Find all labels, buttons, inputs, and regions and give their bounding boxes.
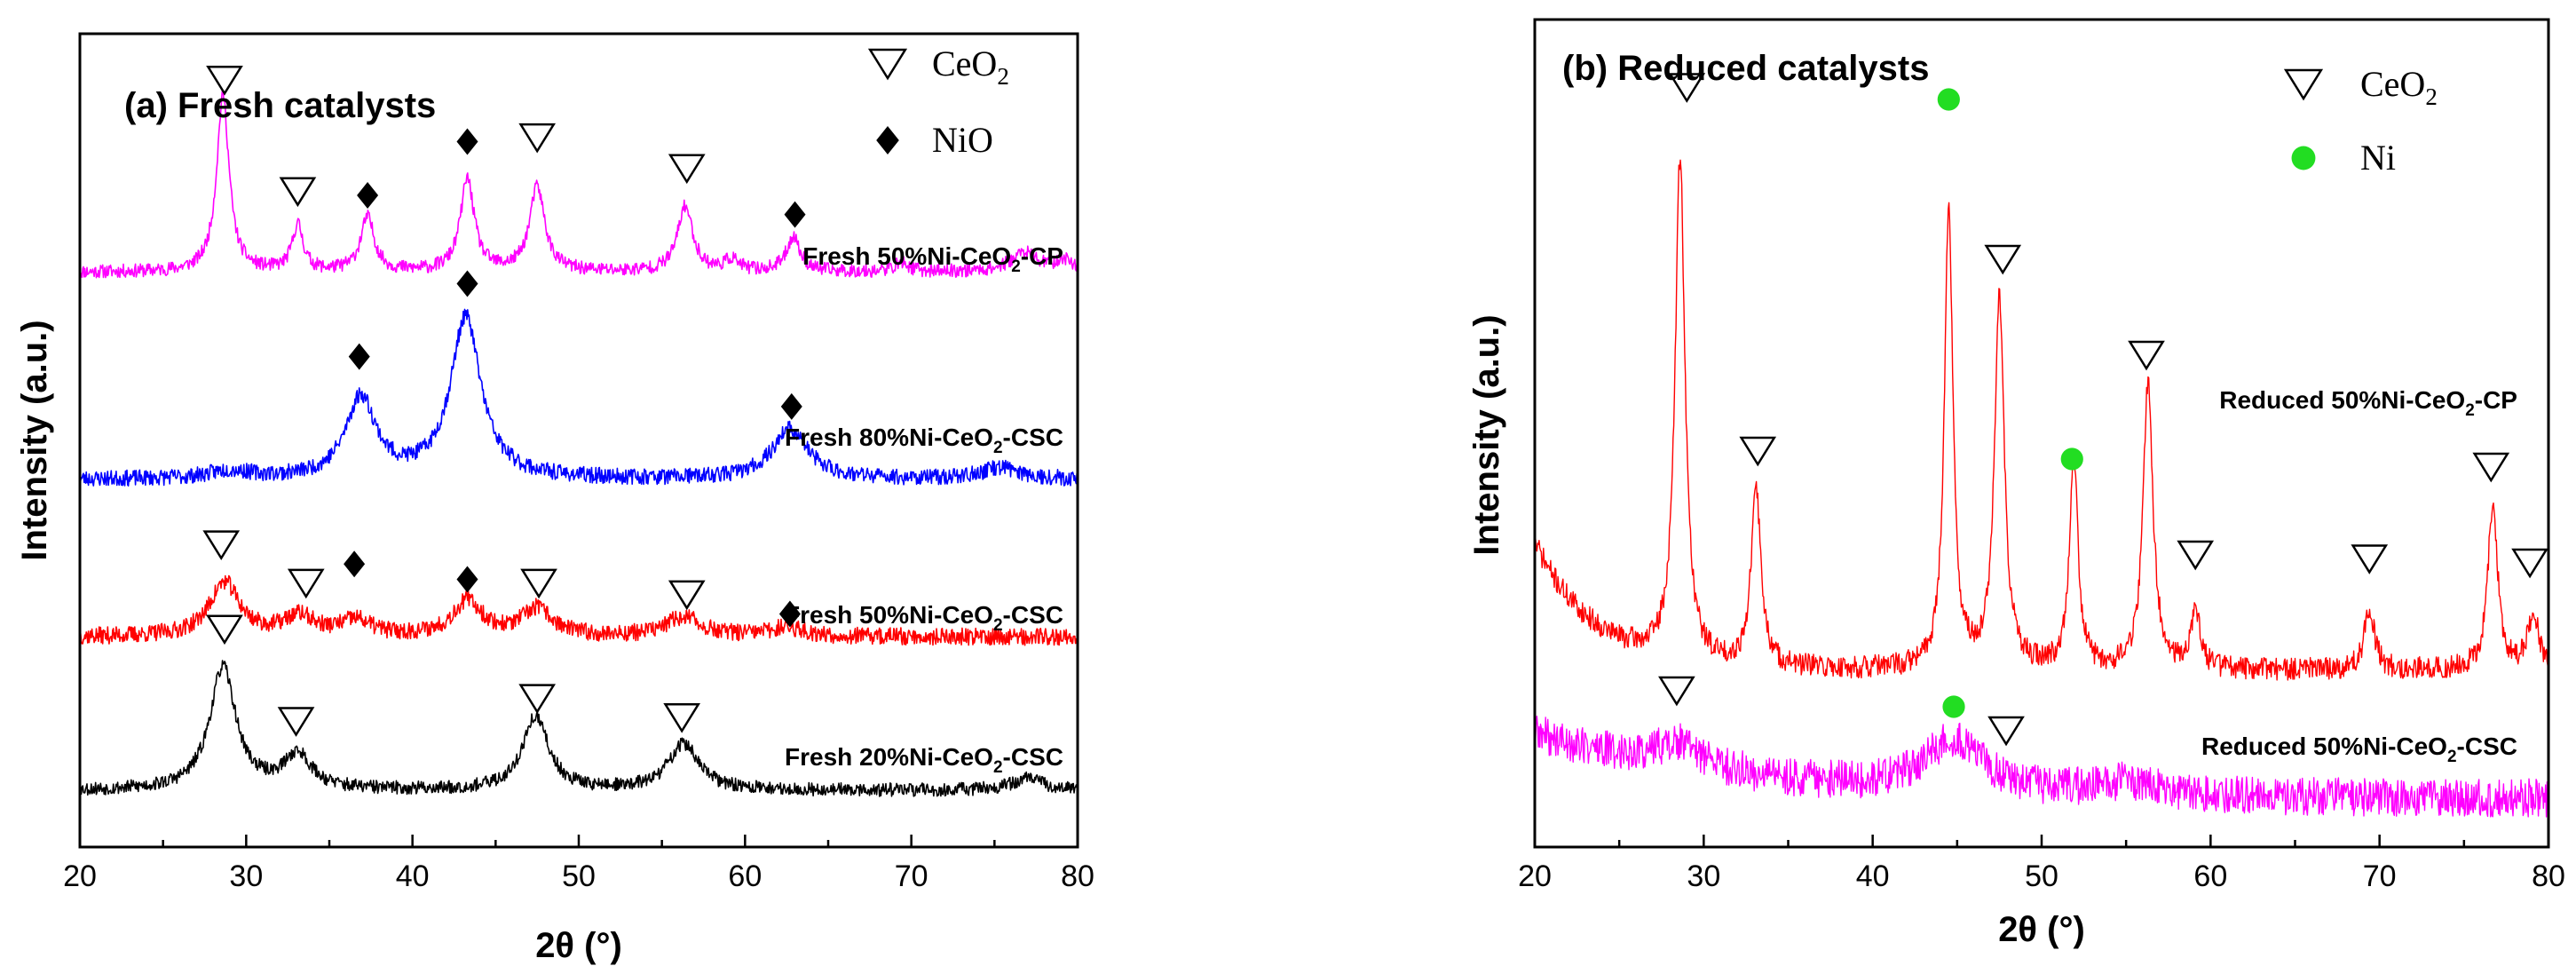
legend-label: CeO2 (2360, 64, 2438, 110)
ni-marker (1937, 88, 1960, 111)
x-tick-label: 40 (1856, 859, 1890, 893)
ceo2-marker (2128, 340, 2165, 371)
ceo2-marker (663, 702, 700, 733)
x-tick-label: 50 (562, 859, 596, 893)
panel-title-reduced: (b) Reduced catalysts (1562, 49, 1929, 88)
ceo2-marker (1658, 676, 1695, 707)
series-line (79, 88, 1079, 279)
ceo2-marker (287, 568, 325, 599)
chart-panel-fresh: 20 30 40 50 60 70 80 (a) Fresh catalysts 2θ (°… (15, 32, 1094, 965)
x-tick-label: 70 (895, 859, 928, 893)
panel-title-fresh: (a) Fresh catalysts (124, 86, 436, 125)
ceo2-marker (206, 614, 243, 645)
ceo2-marker (518, 123, 557, 154)
series-layer-fresh (79, 88, 1079, 797)
y-axis-label-reduced: Intensity (a.u.) (1467, 314, 1506, 555)
ni-marker (1942, 695, 1965, 718)
legend-triangle-icon (867, 48, 908, 81)
x-axis-ticks-reduced: 20 30 40 50 60 70 80 (1518, 835, 2565, 893)
series-label: Fresh 50%Ni-CeO2-CP (802, 242, 1063, 276)
x-axis-label-fresh: 2θ (°) (535, 926, 622, 965)
x-tick-label: 30 (1687, 859, 1720, 893)
chart-panel-reduced: 20 30 40 50 60 70 80 (b) Reduced catalysts 2θ … (1467, 18, 2565, 949)
ceo2-marker (206, 66, 243, 96)
ceo2-marker (202, 530, 241, 560)
series-labels-reduced: Reduced 50%Ni-CeO2-CP Reduced 50%Ni-CeO2-… (2201, 386, 2517, 766)
series-labels-fresh: Fresh 50%Ni-CeO2-CP Fresh 80%Ni-CeO2-CSC F… (785, 242, 1063, 777)
legend-label: NiO (932, 120, 993, 160)
series-label: Fresh 80%Ni-CeO2-CSC (785, 424, 1063, 457)
x-tick-label: 30 (229, 859, 263, 893)
ceo2-marker (279, 177, 317, 208)
nio-marker (348, 343, 370, 370)
ceo2-marker (2511, 548, 2548, 579)
nio-marker (357, 182, 379, 210)
series-line (79, 574, 1079, 646)
series-line (1534, 716, 2549, 818)
x-tick-label: 80 (1061, 859, 1094, 893)
nio-marker (784, 201, 806, 228)
x-tick-label: 80 (2532, 859, 2565, 893)
y-axis-label-fresh: Intensity (a.u.) (15, 320, 54, 560)
ceo2-marker (2351, 544, 2389, 574)
x-tick-label: 60 (728, 859, 762, 893)
series-line (79, 308, 1079, 487)
legend-reduced: CeO2 Ni (2283, 64, 2438, 178)
series-label: Fresh 50%Ni-CeO2-CSC (785, 601, 1063, 635)
series-line (1534, 159, 2549, 681)
nio-marker (344, 550, 366, 578)
ceo2-marker (1984, 244, 2022, 275)
legend-circle-icon (2291, 146, 2316, 170)
marker-layer-fresh (202, 66, 806, 737)
ceo2-marker (668, 154, 706, 185)
x-axis-label-reduced: 2θ (°) (1998, 910, 2085, 949)
x-axis-ticks-fresh: 20 30 40 50 60 70 80 (63, 835, 1094, 893)
marker-layer-reduced (1658, 73, 2548, 747)
ceo2-marker (1739, 436, 1777, 467)
x-tick-label: 70 (2363, 859, 2397, 893)
legend-label: Ni (2360, 138, 2396, 178)
x-tick-label: 60 (2193, 859, 2227, 893)
nio-marker (778, 600, 801, 628)
ceo2-marker (277, 707, 315, 737)
series-label: Fresh 20%Ni-CeO2-CSC (785, 743, 1063, 777)
ni-marker (2060, 447, 2083, 471)
series-layer-reduced (1534, 159, 2549, 818)
ceo2-marker (1668, 73, 1706, 103)
legend-triangle-icon (2283, 68, 2324, 101)
series-label: Reduced 50%Ni-CeO2-CSC (2201, 732, 2517, 766)
x-tick-label: 20 (63, 859, 97, 893)
legend-label: CeO2 (932, 44, 1009, 90)
x-tick-label: 50 (2025, 859, 2058, 893)
legend-fresh: CeO2 NiO (867, 44, 1009, 160)
x-tick-label: 20 (1518, 859, 1552, 893)
legend-diamond-icon (876, 126, 899, 154)
series-label: Reduced 50%Ni-CeO2-CP (2219, 386, 2517, 420)
nio-marker (780, 392, 802, 420)
nio-marker (456, 270, 478, 297)
nio-marker (456, 566, 478, 593)
nio-marker (456, 128, 478, 155)
series-line (79, 660, 1079, 797)
ceo2-marker (520, 568, 557, 599)
x-tick-label: 40 (396, 859, 430, 893)
ceo2-marker (2177, 540, 2215, 571)
ceo2-marker (2472, 452, 2510, 483)
ceo2-marker (668, 580, 706, 611)
ceo2-marker (1987, 716, 2025, 747)
ceo2-marker (518, 684, 557, 714)
